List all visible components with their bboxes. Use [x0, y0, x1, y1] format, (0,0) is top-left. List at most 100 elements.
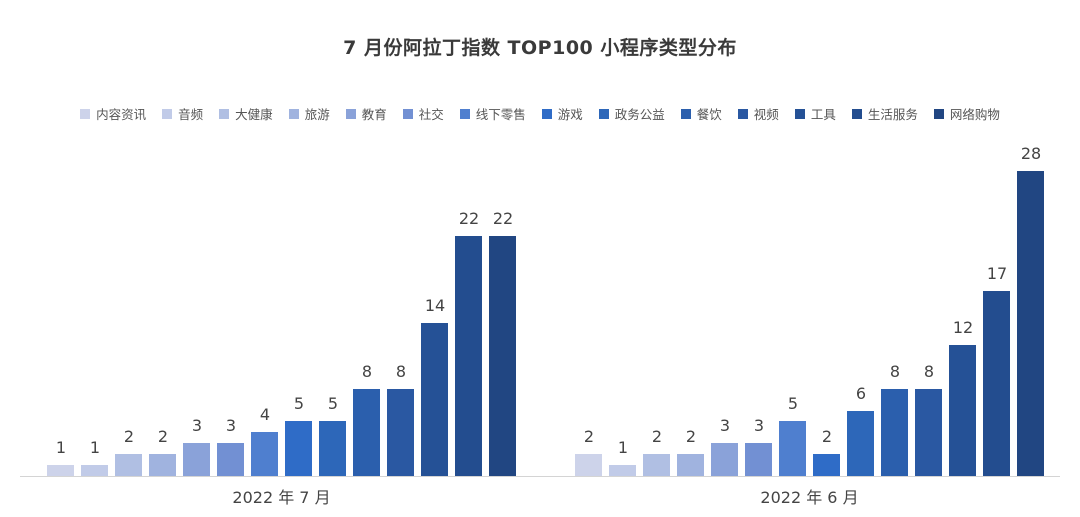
bar[interactable]: [949, 345, 976, 476]
bar-value-label: 1: [55, 438, 67, 457]
bar[interactable]: [677, 454, 704, 476]
legend-item[interactable]: 生活服务: [851, 104, 918, 123]
legend-item[interactable]: 音频: [162, 104, 203, 123]
legend-item[interactable]: 旅游: [288, 104, 330, 123]
legend-swatch-icon: [288, 108, 299, 119]
bar-value-label: 1: [617, 438, 629, 457]
legend-swatch-icon: [737, 108, 748, 119]
bar-value-label: 8: [923, 362, 935, 381]
bar[interactable]: [915, 389, 942, 476]
legend-swatch-icon: [851, 108, 862, 119]
bar[interactable]: [149, 454, 176, 476]
legend-label: 社交: [418, 107, 444, 122]
legend-swatch-icon: [598, 108, 609, 119]
bar[interactable]: [847, 411, 874, 476]
bar[interactable]: [81, 465, 108, 476]
bar-value-label: 14: [424, 296, 446, 315]
bar[interactable]: [813, 454, 840, 476]
legend-label: 生活服务: [867, 107, 918, 122]
legend-swatch-icon: [345, 108, 356, 119]
bar[interactable]: [421, 323, 448, 476]
bar-value-label: 22: [492, 209, 514, 228]
legend-swatch-icon: [933, 108, 944, 119]
bar[interactable]: [711, 443, 738, 476]
bar-value-label: 5: [293, 394, 305, 413]
bar-value-label: 3: [191, 416, 203, 435]
bar-value-label: 2: [583, 427, 595, 446]
legend-label: 旅游: [304, 107, 330, 122]
legend-label: 游戏: [557, 107, 583, 122]
bar-value-label: 2: [123, 427, 135, 446]
legend-swatch-icon: [402, 108, 413, 119]
legend-item[interactable]: 餐饮: [680, 104, 722, 123]
bar[interactable]: [1017, 171, 1044, 476]
bar-value-label: 5: [327, 394, 339, 413]
legend-swatch-icon: [80, 108, 91, 119]
legend-label: 视频: [753, 107, 779, 122]
bar[interactable]: [319, 421, 346, 476]
x-axis-line: [20, 476, 1060, 477]
bar-value-label: 22: [458, 209, 480, 228]
bar-value-label: 8: [361, 362, 373, 381]
legend-label: 餐饮: [696, 107, 722, 122]
legend-item[interactable]: 网络购物: [933, 104, 1000, 123]
bar[interactable]: [285, 421, 312, 476]
bar[interactable]: [745, 443, 772, 476]
bar[interactable]: [387, 389, 414, 476]
bar[interactable]: [455, 236, 482, 476]
legend-item[interactable]: 内容资讯: [80, 104, 146, 123]
legend-label: 大健康: [235, 107, 273, 122]
legend-label: 内容资讯: [96, 107, 147, 122]
legend-label: 教育: [361, 107, 387, 122]
bar[interactable]: [251, 432, 278, 476]
bar[interactable]: [575, 454, 602, 476]
bar[interactable]: [609, 465, 636, 476]
bar-value-label: 2: [821, 427, 833, 446]
bar-value-label: 1: [89, 438, 101, 457]
legend-label: 工具: [810, 107, 836, 122]
legend-swatch-icon: [541, 108, 552, 119]
bar-value-label: 2: [651, 427, 663, 446]
bar-value-label: 2: [685, 427, 697, 446]
legend-swatch-icon: [680, 108, 691, 119]
legend-swatch-icon: [459, 108, 470, 119]
bar-value-label: 8: [889, 362, 901, 381]
legend-item[interactable]: 社交: [402, 104, 444, 123]
bar-value-label: 3: [225, 416, 237, 435]
legend-item[interactable]: 线下零售: [459, 104, 526, 123]
legend-item[interactable]: 教育: [345, 104, 387, 123]
legend-item[interactable]: 视频: [737, 104, 779, 123]
legend-label: 网络购物: [949, 107, 1000, 122]
bar[interactable]: [115, 454, 142, 476]
bar[interactable]: [983, 291, 1010, 476]
bar[interactable]: [489, 236, 516, 476]
bar-value-label: 3: [753, 416, 765, 435]
legend-label: 音频: [178, 107, 204, 122]
legend-item[interactable]: 游戏: [541, 104, 583, 123]
bar-value-label: 17: [986, 264, 1008, 283]
bar[interactable]: [643, 454, 670, 476]
bar-value-label: 6: [855, 384, 867, 403]
bar[interactable]: [779, 421, 806, 476]
legend-item[interactable]: 政务公益: [598, 104, 665, 123]
legend-swatch-icon: [794, 108, 805, 119]
bar-value-label: 8: [395, 362, 407, 381]
chart-legend: 内容资讯 音频 大健康 旅游 教育 社交 线下零售 游戏 政务公益 餐饮 视频 工具 生活服务 网络购物: [0, 104, 1080, 123]
bar-value-label: 4: [259, 405, 271, 424]
chart-title: 7 月份阿拉丁指数 TOP100 小程序类型分布: [343, 37, 737, 59]
bar-value-label: 12: [952, 318, 974, 337]
bar[interactable]: [881, 389, 908, 476]
legend-swatch-icon: [162, 108, 173, 119]
legend-label: 线下零售: [475, 107, 526, 122]
bar[interactable]: [353, 389, 380, 476]
bar-value-label: 3: [719, 416, 731, 435]
x-axis-category-label: 2022 年 6 月: [760, 488, 859, 507]
bar[interactable]: [217, 443, 244, 476]
legend-item[interactable]: 工具: [794, 104, 836, 123]
bar[interactable]: [183, 443, 210, 476]
bar-value-label: 5: [787, 394, 799, 413]
bar[interactable]: [47, 465, 74, 476]
legend-item[interactable]: 大健康: [219, 104, 273, 123]
bar-value-label: 28: [1020, 144, 1042, 163]
x-axis-category-label: 2022 年 7 月: [232, 488, 331, 507]
